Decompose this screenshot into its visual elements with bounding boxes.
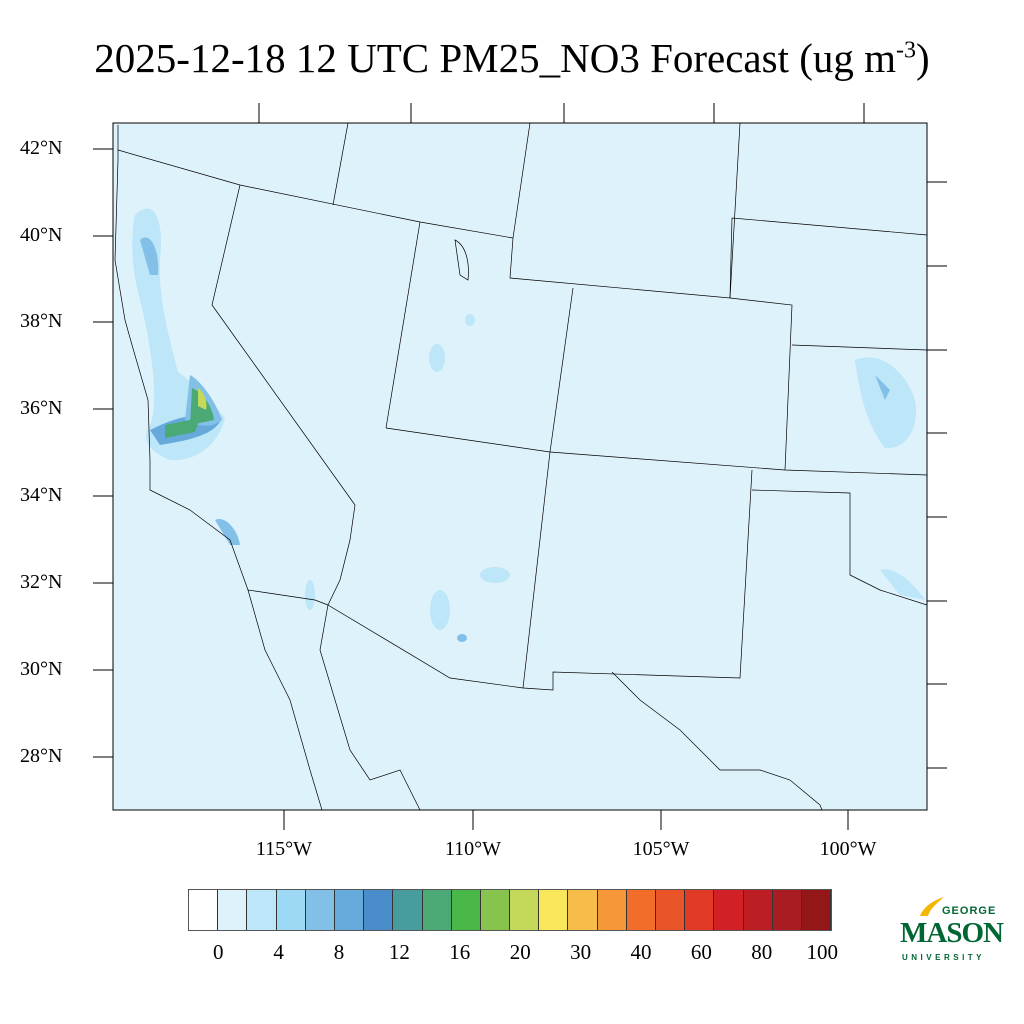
- lat-label: 32°N: [20, 571, 63, 593]
- colorbar-swatch: [539, 890, 569, 930]
- colorbar-label: 100: [806, 940, 838, 964]
- colorbar: [188, 889, 833, 931]
- lon-label: 115°W: [255, 838, 313, 860]
- colorbar-label: 4: [273, 940, 284, 964]
- boundaries: [114, 123, 927, 810]
- concentration-field: [132, 208, 925, 642]
- map-background: [113, 123, 927, 810]
- lon-label: 110°W: [444, 838, 502, 860]
- lat-label: 38°N: [20, 310, 63, 332]
- title-close: ): [916, 35, 930, 81]
- colorbar-swatch: [510, 890, 540, 930]
- lat-label: 28°N: [20, 745, 63, 767]
- logo-bottom-text: UNIVERSITY: [902, 953, 986, 962]
- colorbar-swatch: [334, 890, 365, 930]
- colorbar-swatch: [480, 890, 511, 930]
- colorbar-label: 12: [388, 940, 410, 964]
- colorbar-swatch: [305, 890, 335, 930]
- lat-label: 42°N: [20, 137, 63, 159]
- lat-label: 34°N: [20, 484, 63, 506]
- map-frame: [112, 122, 928, 811]
- colorbar-swatch: [422, 890, 452, 930]
- colorbar-swatch: [626, 890, 656, 930]
- colorbar-label: 0: [212, 940, 224, 964]
- lon-label: 105°W: [632, 838, 690, 860]
- gmu-logo: GEORGE MASON UNIVERSITY: [898, 896, 1008, 968]
- page-title: 2025-12-18 12 UTC PM25_NO3 Forecast (ug …: [0, 34, 1024, 82]
- colorbar-swatch: [189, 890, 219, 930]
- colorbar-swatch: [364, 890, 394, 930]
- colorbar-swatch: [568, 890, 598, 930]
- colorbar-swatch: [393, 890, 423, 930]
- logo-flame-icon: [920, 897, 944, 916]
- colorbar-swatch: [656, 890, 686, 930]
- colorbar-swatch: [218, 890, 248, 930]
- colorbar-label: 30: [570, 940, 592, 964]
- logo-top-text: GEORGE: [942, 905, 997, 917]
- colorbar-label: 16: [449, 940, 471, 964]
- lon-label: 100°W: [819, 838, 877, 860]
- colorbar-label: 80: [751, 940, 773, 964]
- title-superscript: -3: [896, 37, 917, 64]
- colorbar-label: 60: [690, 940, 712, 964]
- colorbar-swatch: [685, 890, 715, 930]
- colorbar-swatch: [743, 890, 773, 930]
- title-text: 2025-12-18 12 UTC PM25_NO3 Forecast (ug …: [94, 35, 897, 81]
- colorbar-label: 20: [509, 940, 531, 964]
- colorbar-label: 8: [333, 940, 345, 964]
- lat-label: 30°N: [20, 658, 63, 680]
- colorbar-swatch: [772, 890, 802, 930]
- colorbar-swatch: [597, 890, 627, 930]
- lat-label: 40°N: [20, 224, 63, 246]
- logo-main-text: MASON: [900, 917, 1004, 949]
- colorbar-swatch: [451, 890, 481, 930]
- colorbar-swatch: [801, 890, 832, 930]
- colorbar-swatch: [247, 890, 277, 930]
- colorbar-swatch: [276, 890, 306, 930]
- axis-ticks: [93, 103, 947, 830]
- colorbar-label: 40: [630, 940, 652, 964]
- lat-label: 36°N: [20, 397, 63, 419]
- colorbar-swatch: [714, 890, 744, 930]
